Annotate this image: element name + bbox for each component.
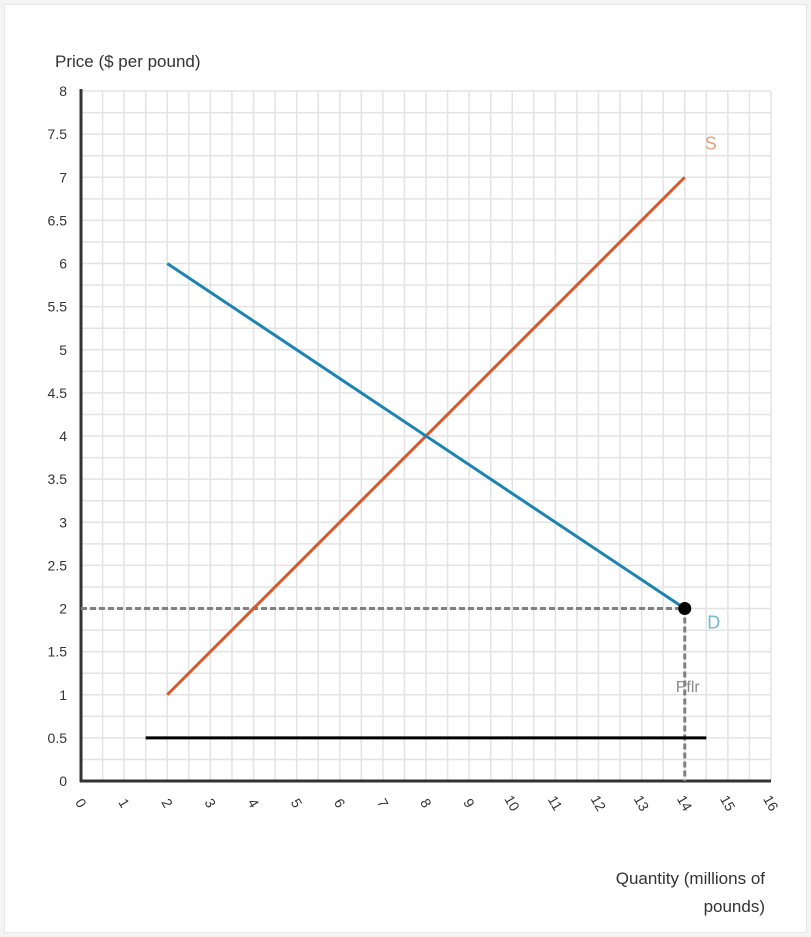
guide-lines xyxy=(81,607,687,781)
x-tick-label: 11 xyxy=(545,793,566,814)
series-label-s: S xyxy=(705,133,717,153)
x-tick-label: 12 xyxy=(588,792,610,814)
x-tick-label: 13 xyxy=(631,792,653,814)
x-tick-label: 7 xyxy=(374,796,392,811)
x-tick-label: 14 xyxy=(674,792,696,814)
y-tick-label: 1.5 xyxy=(48,644,68,660)
y-tick-label: 0 xyxy=(59,773,67,789)
x-axis-title-line-1: Quantity (millions of xyxy=(616,869,766,888)
chart-card xyxy=(4,4,807,933)
y-tick-label: 8 xyxy=(59,83,67,99)
series-label-d: D xyxy=(707,613,720,633)
x-axis-title-line-2: pounds) xyxy=(704,897,765,916)
y-tick-label: 7 xyxy=(59,169,67,185)
y-tick-label: 6.5 xyxy=(48,212,68,228)
y-tick-label: 7.5 xyxy=(48,126,68,142)
x-tick-label: 16 xyxy=(760,792,782,814)
x-tick-label: 15 xyxy=(717,792,739,814)
y-tick-label: 2.5 xyxy=(48,557,68,573)
y-tick-label: 5.5 xyxy=(48,299,68,315)
series-labels: Pflr S D xyxy=(676,133,721,696)
x-tick-label: 10 xyxy=(501,792,523,814)
y-axis-title: Price ($ per pound) xyxy=(55,52,201,71)
x-tick-label: 1 xyxy=(115,796,133,811)
series-lines xyxy=(145,176,707,740)
axes xyxy=(79,89,771,783)
intersection-point xyxy=(678,602,692,615)
floor-line-label: Pflr xyxy=(676,679,701,696)
x-tick-label: 5 xyxy=(288,796,306,811)
y-tick-label: 2 xyxy=(59,601,67,617)
y-tick-label: 3.5 xyxy=(48,471,68,487)
x-tick-label: 0 xyxy=(72,796,90,811)
x-tick-label: 8 xyxy=(417,796,435,811)
x-tick-label: 3 xyxy=(201,796,219,811)
y-tick-label: 3 xyxy=(59,514,67,530)
x-tick-label: 4 xyxy=(245,796,263,811)
x-tick-label: 2 xyxy=(158,796,176,811)
y-tick-label: 1 xyxy=(59,687,67,703)
x-tick-label: 6 xyxy=(331,796,349,811)
y-tick-label: 4 xyxy=(59,428,67,444)
y-tick-label: 6 xyxy=(59,256,67,272)
y-tick-label: 0.5 xyxy=(48,730,68,746)
y-tick-label: 4.5 xyxy=(48,385,68,401)
y-tick-label: 5 xyxy=(59,342,67,358)
x-tick-label: 9 xyxy=(460,796,478,811)
series-line-d xyxy=(166,262,686,610)
